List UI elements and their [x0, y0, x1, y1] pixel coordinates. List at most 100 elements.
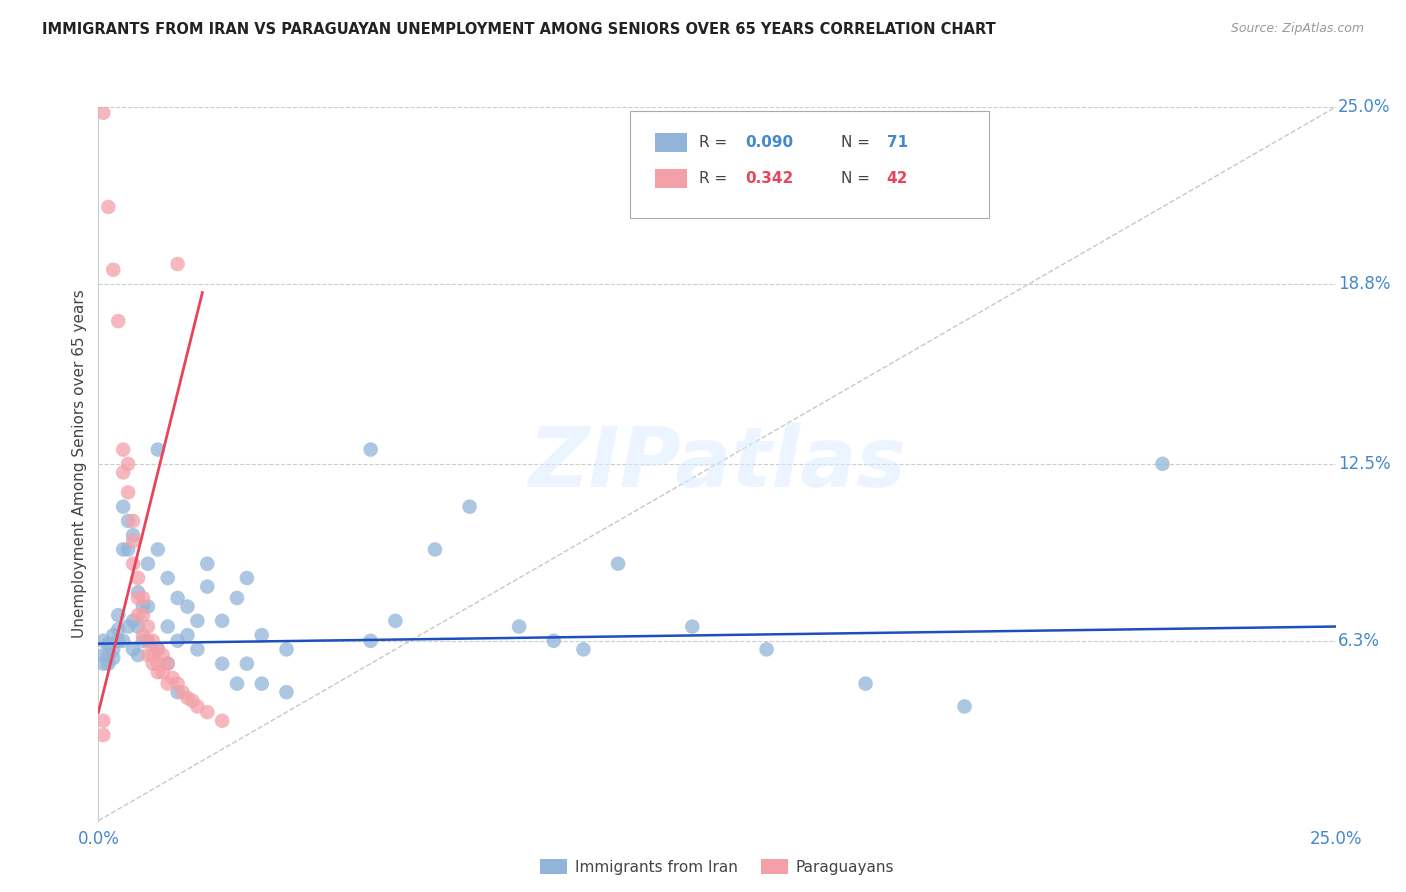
- Point: [508, 619, 530, 633]
- Point: [107, 623, 129, 637]
- Text: ZIPatlas: ZIPatlas: [529, 424, 905, 504]
- Point: [953, 699, 976, 714]
- Point: [176, 628, 198, 642]
- Text: 25.0%: 25.0%: [1339, 98, 1391, 116]
- Point: [127, 591, 149, 605]
- Point: [195, 580, 218, 594]
- Point: [142, 648, 165, 662]
- Point: [572, 642, 595, 657]
- Point: [1152, 457, 1174, 471]
- Point: [122, 614, 145, 628]
- Point: [276, 685, 298, 699]
- Point: [93, 648, 115, 662]
- Point: [127, 571, 149, 585]
- Point: [127, 648, 149, 662]
- Point: [360, 442, 382, 457]
- Point: [166, 685, 188, 699]
- Text: IMMIGRANTS FROM IRAN VS PARAGUAYAN UNEMPLOYMENT AMONG SENIORS OVER 65 YEARS CORR: IMMIGRANTS FROM IRAN VS PARAGUAYAN UNEMP…: [42, 22, 995, 37]
- Point: [176, 690, 198, 705]
- FancyBboxPatch shape: [655, 169, 688, 187]
- Point: [681, 619, 703, 633]
- Point: [156, 657, 179, 671]
- Point: [93, 105, 115, 120]
- Text: 6.3%: 6.3%: [1339, 632, 1381, 649]
- Point: [855, 676, 877, 690]
- Point: [543, 633, 565, 648]
- Point: [132, 633, 155, 648]
- Point: [122, 528, 145, 542]
- Point: [93, 633, 115, 648]
- Point: [236, 657, 259, 671]
- Point: [142, 657, 165, 671]
- Text: N =: N =: [841, 171, 875, 186]
- Point: [211, 714, 233, 728]
- FancyBboxPatch shape: [630, 111, 990, 218]
- Point: [122, 557, 145, 571]
- Text: 18.8%: 18.8%: [1339, 275, 1391, 293]
- Point: [122, 642, 145, 657]
- Point: [97, 648, 120, 662]
- Point: [226, 676, 249, 690]
- Point: [195, 557, 218, 571]
- Point: [107, 608, 129, 623]
- Point: [132, 599, 155, 614]
- Y-axis label: Unemployment Among Seniors over 65 years: Unemployment Among Seniors over 65 years: [72, 290, 87, 638]
- Point: [146, 665, 169, 680]
- Point: [136, 648, 159, 662]
- Point: [146, 442, 169, 457]
- Point: [166, 591, 188, 605]
- Point: [156, 676, 179, 690]
- Text: 0.342: 0.342: [745, 171, 794, 186]
- Point: [117, 514, 139, 528]
- Point: [103, 262, 125, 277]
- Point: [117, 457, 139, 471]
- Point: [117, 485, 139, 500]
- Point: [103, 651, 125, 665]
- Point: [112, 466, 135, 480]
- Text: Source: ZipAtlas.com: Source: ZipAtlas.com: [1230, 22, 1364, 36]
- Point: [236, 571, 259, 585]
- Point: [122, 533, 145, 548]
- Point: [93, 714, 115, 728]
- Text: 0.090: 0.090: [745, 136, 793, 150]
- Point: [181, 694, 204, 708]
- Text: 12.5%: 12.5%: [1339, 455, 1391, 473]
- Point: [250, 628, 273, 642]
- Point: [117, 542, 139, 557]
- Text: N =: N =: [841, 136, 875, 150]
- Point: [186, 614, 208, 628]
- Point: [195, 705, 218, 719]
- Point: [226, 591, 249, 605]
- Point: [250, 676, 273, 690]
- Point: [276, 642, 298, 657]
- Point: [146, 542, 169, 557]
- Point: [93, 728, 115, 742]
- Point: [186, 642, 208, 657]
- Point: [152, 665, 174, 680]
- Point: [156, 619, 179, 633]
- Point: [132, 628, 155, 642]
- Point: [97, 657, 120, 671]
- Point: [122, 514, 145, 528]
- Point: [755, 642, 778, 657]
- Point: [166, 633, 188, 648]
- Point: [103, 628, 125, 642]
- Point: [103, 642, 125, 657]
- Text: 71: 71: [887, 136, 908, 150]
- Point: [127, 619, 149, 633]
- Point: [117, 619, 139, 633]
- Point: [112, 442, 135, 457]
- Point: [458, 500, 481, 514]
- Text: R =: R =: [699, 171, 731, 186]
- Point: [97, 200, 120, 214]
- Point: [127, 585, 149, 599]
- Point: [146, 657, 169, 671]
- Point: [186, 699, 208, 714]
- Point: [136, 633, 159, 648]
- Point: [607, 557, 630, 571]
- Point: [136, 557, 159, 571]
- Point: [152, 648, 174, 662]
- Point: [156, 571, 179, 585]
- Point: [384, 614, 406, 628]
- Point: [97, 637, 120, 651]
